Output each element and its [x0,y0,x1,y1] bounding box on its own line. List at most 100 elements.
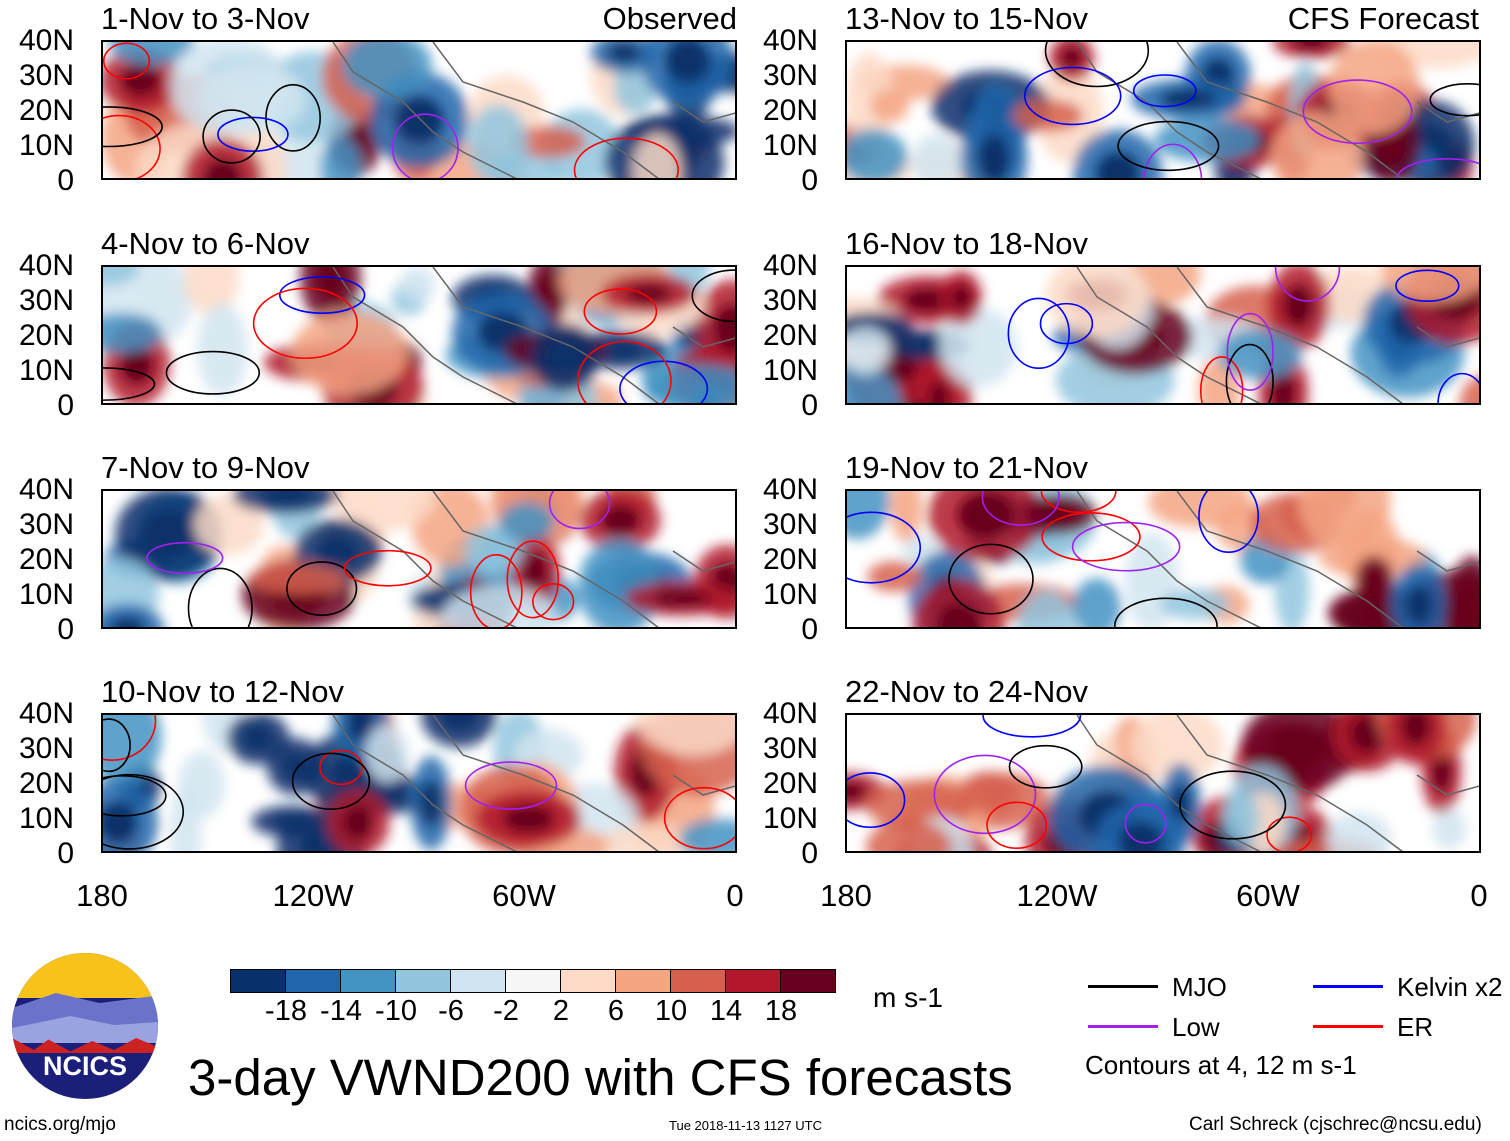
map-panel [845,713,1481,853]
colorbar-swatch [451,970,506,992]
y-tick-label: 20N [18,767,74,800]
wind-anomaly-blob [178,751,226,819]
map-panel [101,40,737,180]
ncics-logo: NCICS [12,953,158,1099]
legend-label: MJO [1172,972,1227,1002]
wave-contour [691,269,735,323]
wind-anomaly-blob [103,312,163,353]
colorbar-label: 10 [654,995,688,1027]
wind-anomaly-blob [193,494,265,556]
wind-anomaly-core [537,273,559,310]
x-tick-label: 120W [1016,878,1098,913]
wave-contour [103,114,161,178]
wind-anomaly-blob [847,326,892,375]
contour-note: Contours at 4, 12 m s-1 [1085,1050,1357,1080]
wind-anomaly-core [316,535,360,568]
colorbar-label: -14 [320,995,362,1027]
panel-title: 13-Nov to 15-Nov [845,1,1088,36]
wave-contour [103,775,167,817]
wave-contour [469,554,523,627]
y-tick-label: 0 [57,164,74,197]
x-tick-label: 60W [492,878,556,913]
wind-anomaly-core [847,782,868,801]
wave-contour [1114,597,1218,627]
wave-contour [464,761,558,810]
colorbar-label: 18 [764,995,798,1027]
wind-anomaly-blob [847,52,894,150]
wave-contour [1396,158,1479,178]
wave-contour [103,106,163,148]
wind-anomaly-blob [847,491,890,540]
coastline [332,715,735,851]
panel-title: 19-Nov to 21-Nov [845,450,1088,485]
wind-anomaly-core [1404,584,1433,626]
panel-title: 4-Nov to 6-Nov [101,226,310,261]
wind-anomaly-blob [1297,491,1391,549]
footer-timestamp: Tue 2018-11-13 1127 UTC [669,1118,822,1133]
wind-anomaly-core [342,805,374,840]
wind-anomaly-blob [847,128,908,178]
wave-contour [1266,816,1313,851]
wave-contour [1041,512,1141,562]
wave-contour [1007,297,1070,370]
wave-contour [187,567,253,627]
wind-anomaly-core [1117,821,1164,851]
wind-anomaly-blob [464,524,524,576]
wind-anomaly-core [950,284,972,312]
wind-anomaly-blob [635,715,735,755]
wind-anomaly-blob [320,135,362,178]
wave-contour [933,754,1037,835]
wind-anomaly-core [1292,42,1331,51]
map-panel [101,713,737,853]
wind-anomaly-blob [1328,42,1420,135]
wind-anomaly-blob [633,132,682,178]
wave-contour [319,749,363,786]
wind-anomaly-core [281,752,311,782]
colorbar-swatch [396,970,451,992]
wind-anomaly-core [977,134,1011,178]
wind-anomaly-blob [911,133,962,178]
wave-contour [103,773,185,850]
wind-anomaly-blob [1222,792,1260,846]
wave-contour [1198,491,1260,553]
wave-contour [1040,491,1117,513]
wind-anomaly-blob [196,303,248,396]
colorbar-swatch [231,970,286,992]
wind-anomaly-blob [399,267,436,302]
wind-anomaly-core [547,340,583,375]
y-tick-label: 20N [18,543,74,576]
figure-title: 3-day VWND200 with CFS forecasts [188,1049,1013,1106]
wind-anomaly-core [109,616,146,627]
map-panel [845,265,1481,405]
wind-anomaly-core [346,715,374,741]
y-tick-label: 40N [18,249,74,282]
wave-contour [103,718,131,773]
wind-anomaly-blob [291,310,409,395]
colorbar-swatch [726,970,781,992]
colorbar-swatch [506,970,561,992]
y-tick-label: 30N [762,59,818,92]
y-tick-label: 10N [762,129,818,162]
wind-anomaly-blob [103,267,140,287]
wave-contour [1023,66,1122,126]
wave-contour [1008,744,1083,789]
wave-contour [1429,83,1479,117]
wind-anomaly-blob [249,562,348,594]
wave-contour [1226,312,1274,391]
panel-group-label: CFS Forecast [1287,1,1479,36]
wind-anomaly-blob [594,826,707,851]
y-tick-label: 0 [57,837,74,870]
y-tick-label: 0 [57,389,74,422]
wave-contour [1302,79,1413,145]
wind-anomaly-blob [468,104,529,178]
wind-anomaly-blob [938,307,1018,387]
wind-anomaly-core [1041,503,1079,524]
legend-line [1088,1025,1158,1028]
wave-contour [1179,770,1287,840]
y-tick-label: 20N [762,319,818,352]
x-tick-label: 0 [1470,878,1488,913]
wave-contour [573,137,679,178]
y-tick-label: 30N [18,59,74,92]
wave-contour [532,583,575,621]
colorbar-label: -2 [493,995,519,1027]
